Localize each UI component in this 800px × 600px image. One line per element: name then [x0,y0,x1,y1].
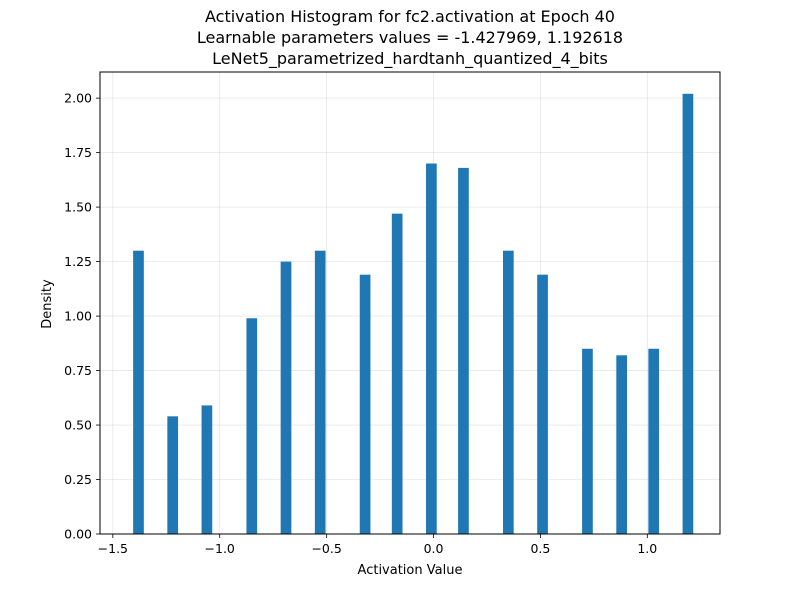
histogram-bar-14 [648,348,660,534]
histogram-bar-15 [682,93,694,534]
histogram-bar-5 [314,250,326,534]
axis-ticks: −1.5 −1.0 −0.5 0.0 0.5 1.0 0.00 0.25 0.50 0.75 1.0… [64,91,657,556]
y-tick-label-6: 1.50 [64,200,92,215]
histogram-bar-2 [201,405,213,534]
histogram-bar-4 [280,261,292,534]
bar-series [133,93,694,535]
y-tick-label-3: 0.75 [64,363,92,378]
histogram-bar-10 [503,250,514,534]
x-tick-label-4: 0.5 [530,541,550,556]
plot-frame [99,71,721,535]
y-tick-label-1: 0.25 [64,472,92,487]
chart-title-line-1: Activation Histogram for fc2.activation … [205,7,615,26]
y-tick-label-4: 1.00 [64,309,92,324]
histogram-bar-1 [167,416,179,534]
histogram-bar-12 [582,348,593,534]
y-tick-label-8: 2.00 [64,91,92,106]
x-tick-label-3: 0.0 [424,541,444,556]
histogram-bar-11 [537,274,548,534]
x-tick-label-5: 1.0 [637,541,657,556]
histogram-bar-0 [133,250,144,534]
y-tick-label-2: 0.50 [64,418,92,433]
chart-title-line-3: LeNet5_parametrized_hardtanh_quantized_4… [212,49,608,69]
histogram-bar-3 [246,318,258,534]
x-tick-label-0: −1.5 [98,541,128,556]
y-tick-label-7: 1.75 [64,145,92,160]
y-tick-label-5: 1.25 [64,254,92,269]
histogram-bar-13 [616,355,627,534]
y-tick-label-0: 0.00 [64,527,92,542]
chart-title-line-2: Learnable parameters values = -1.427969,… [197,28,623,47]
histogram-bar-7 [391,213,403,534]
histogram-bar-8 [426,163,437,534]
histogram-bar-6 [359,274,371,534]
x-tick-label-2: −0.5 [311,541,341,556]
y-axis-label: Density [40,279,55,329]
x-tick-label-1: −1.0 [205,541,235,556]
histogram-bar-9 [458,167,469,535]
x-axis-label: Activation Value [358,563,463,578]
